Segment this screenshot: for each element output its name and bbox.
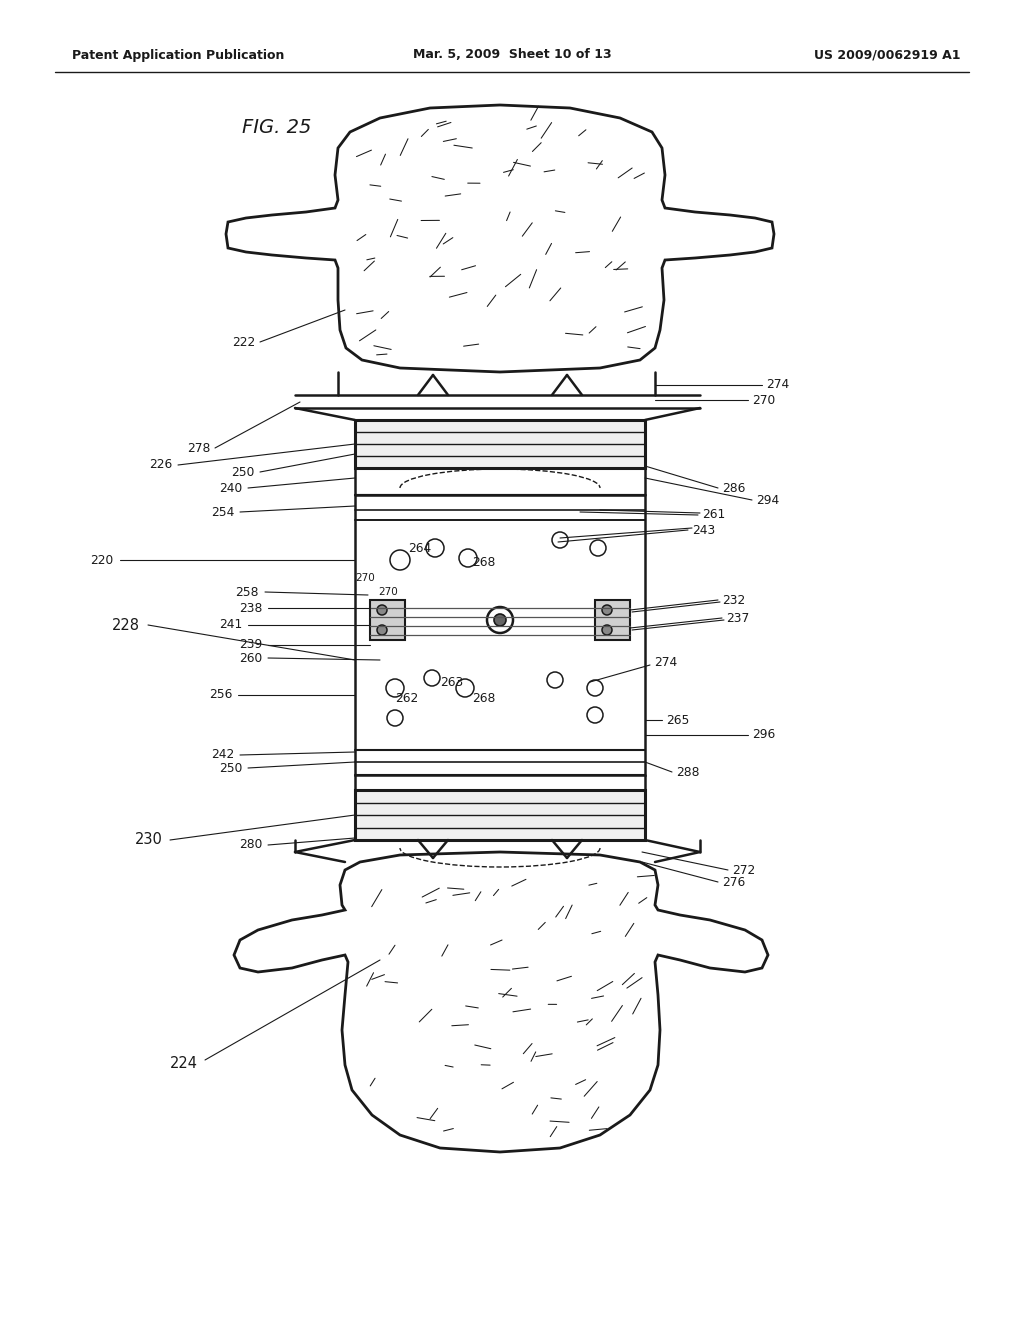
Text: 274: 274: [654, 656, 677, 669]
Text: 228: 228: [112, 618, 140, 632]
Text: 237: 237: [726, 611, 750, 624]
Circle shape: [377, 605, 387, 615]
Text: 239: 239: [239, 639, 262, 652]
Text: US 2009/0062919 A1: US 2009/0062919 A1: [813, 49, 961, 62]
Text: 254: 254: [211, 506, 234, 519]
Text: 222: 222: [231, 335, 255, 348]
Text: 243: 243: [692, 524, 715, 536]
Text: 263: 263: [440, 676, 463, 689]
Text: 270: 270: [355, 573, 375, 583]
Text: 278: 278: [186, 441, 210, 454]
Text: 272: 272: [732, 863, 756, 876]
Circle shape: [602, 605, 612, 615]
Text: 264: 264: [408, 541, 431, 554]
Bar: [355, 789, 645, 840]
Bar: [595, 601, 630, 640]
Text: 270: 270: [378, 587, 397, 597]
Text: 274: 274: [766, 379, 790, 392]
Text: 268: 268: [472, 692, 496, 705]
Bar: [355, 495, 645, 775]
Text: 224: 224: [170, 1056, 198, 1071]
Text: 230: 230: [135, 833, 163, 847]
Text: 260: 260: [239, 652, 262, 664]
Circle shape: [602, 624, 612, 635]
Text: 241: 241: [219, 619, 242, 631]
Text: 250: 250: [231, 466, 255, 479]
Text: 296: 296: [752, 729, 775, 742]
Text: 265: 265: [666, 714, 689, 726]
Text: 270: 270: [752, 393, 775, 407]
Text: 268: 268: [472, 556, 496, 569]
Circle shape: [494, 614, 506, 626]
Text: 258: 258: [236, 586, 259, 598]
Circle shape: [377, 624, 387, 635]
Text: 261: 261: [702, 508, 725, 521]
Text: 238: 238: [239, 602, 262, 615]
Bar: [370, 601, 406, 640]
Text: 250: 250: [219, 762, 242, 775]
Text: 226: 226: [148, 458, 172, 471]
Text: 276: 276: [722, 875, 745, 888]
Text: 262: 262: [395, 692, 418, 705]
Text: 280: 280: [239, 838, 262, 851]
Text: FIG. 25: FIG. 25: [242, 117, 311, 137]
Text: 232: 232: [722, 594, 745, 606]
Text: 220: 220: [90, 553, 113, 566]
Text: Mar. 5, 2009  Sheet 10 of 13: Mar. 5, 2009 Sheet 10 of 13: [413, 49, 611, 62]
Text: 242: 242: [211, 748, 234, 762]
Text: 286: 286: [722, 482, 745, 495]
Bar: [355, 420, 645, 469]
Text: 240: 240: [219, 482, 242, 495]
Text: 294: 294: [756, 494, 779, 507]
Text: 288: 288: [676, 766, 699, 779]
Text: 256: 256: [209, 689, 232, 701]
Text: Patent Application Publication: Patent Application Publication: [72, 49, 285, 62]
